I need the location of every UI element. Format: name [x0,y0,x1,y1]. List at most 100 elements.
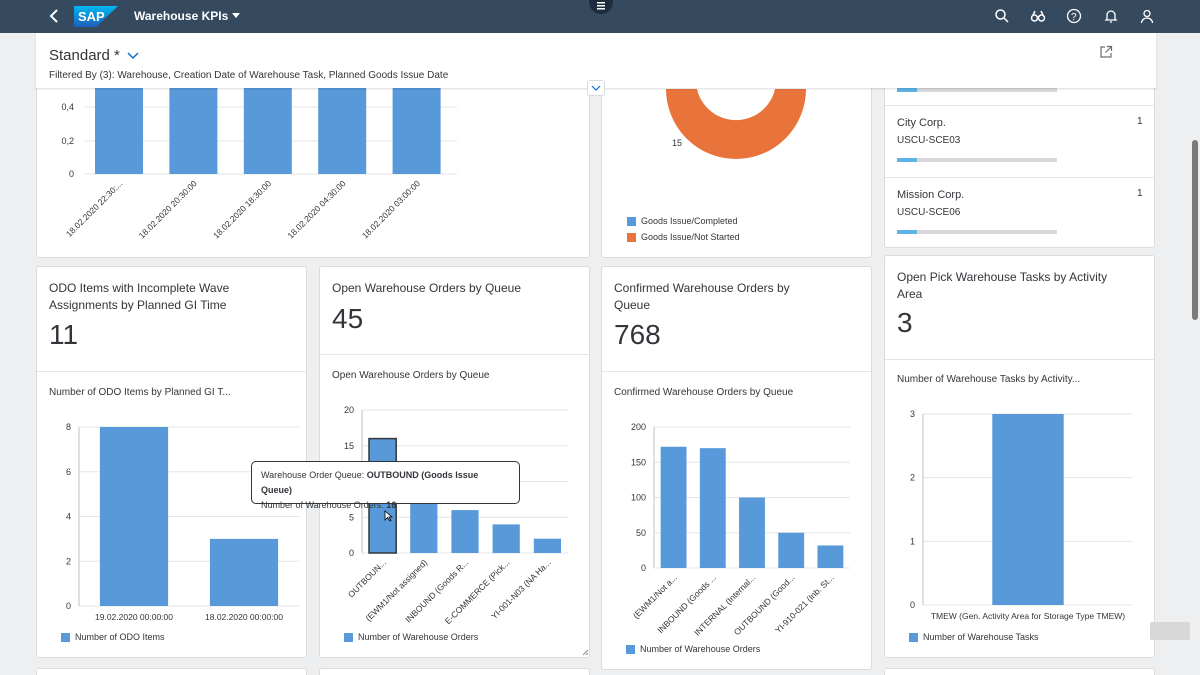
filter-summary: Filtered By (3): Warehouse, Creation Dat… [49,70,449,81]
card-title-line1: Confirmed Warehouse Orders by [614,281,790,295]
chevron-down-icon[interactable] [232,13,240,18]
y-tick-label: 0 [66,601,71,611]
y-tick-label: 100 [631,493,646,503]
share-icon[interactable] [1099,45,1113,59]
variant-title[interactable]: Standard * [49,47,120,64]
kpi-value: 768 [614,319,661,350]
chart-title: Number of ODO Items by Planned GI T... [49,387,231,398]
bar[interactable] [739,497,765,569]
y-tick-label: 0 [349,548,354,558]
tooltip-value: OUTBOUND (Goods Issue Queue) [261,470,479,495]
legend-swatch [909,632,918,642]
divider [885,177,1154,178]
card-title-line1: Open Pick Warehouse Tasks by Activity [897,270,1108,284]
top-middle-chart-card: 15 Goods Issue/Completed Goods Issue/Not… [601,60,872,258]
pick-tasks-card[interactable]: Open Pick Warehouse Tasks by Activity Ar… [884,255,1155,658]
search-icon[interactable] [994,8,1010,24]
x-tick-label: 19.02.2020 00:00:00 [95,612,173,622]
bar[interactable] [451,510,479,553]
card-edge [319,668,590,675]
pick-tasks-bar-chart: 0 1 2 3 TMEW (Gen. Activity Area for Storage… [910,409,1133,621]
back-arrow-icon[interactable] [46,7,62,25]
x-tick-label: TMEW (Gen. Activity Area for Storage Typ… [931,611,1125,621]
legend-item[interactable]: Number of Warehouse Tasks [909,632,1039,642]
list-item-count: 1 [1137,116,1143,127]
legend-item[interactable]: Goods Issue/Not Started [627,232,740,242]
notifications-icon[interactable] [1103,8,1119,24]
y-tick-label: 0 [69,169,74,179]
tooltip-label: Number of Warehouse Orders: [261,500,384,510]
legend-label: Number of Warehouse Tasks [923,632,1039,642]
y-tick-label: 6 [66,467,71,477]
divider [37,371,306,372]
bar[interactable] [778,532,805,568]
bar[interactable] [533,538,561,553]
bar[interactable] [492,524,520,553]
chart-title: Number of Warehouse Tasks by Activity... [897,374,1081,385]
bar[interactable] [209,538,279,606]
collapse-header-button[interactable] [587,80,605,96]
donut-value-label: 15 [672,138,682,148]
bar[interactable] [699,448,726,568]
y-tick-label: 0 [910,600,915,610]
top-left-bar-chart: 0,4 0,2 018.02.2020 22:30:... 18.02.2020 20… [61,61,457,241]
x-tick-label: 18.02.2020 03:00:00 [360,178,422,240]
smart-filter-header: Standard * Filtered By (3): Warehouse, C… [36,33,1156,88]
x-tick-label: OUTBOUN... [346,557,388,599]
bar[interactable] [99,427,169,606]
divider [320,354,589,355]
kpi-value: 11 [49,319,79,350]
sap-logo[interactable]: SAP [74,6,118,27]
bar[interactable] [992,414,1064,605]
binoculars-icon[interactable] [1030,8,1046,24]
legend-label: Goods Issue/Not Started [641,232,740,242]
legend-item[interactable]: Goods Issue/Completed [627,216,738,226]
list-item-title: City Corp. [897,117,946,129]
scroll-buttons[interactable] [1150,622,1190,640]
chart-title: Open Warehouse Orders by Queue [332,370,490,381]
list-item-subtitle: USCU-SCE06 [897,207,961,218]
y-tick-label: 20 [344,405,354,415]
chart-title: Confirmed Warehouse Orders by Queue [614,387,794,398]
open-orders-bar-chart: 05101520OUTBOUN...(EWM1/Not assigned)INB… [344,405,568,626]
legend-swatch [627,232,636,242]
y-tick-label: 15 [344,441,354,451]
y-tick-label: 50 [636,528,646,538]
tooltip-label: Warehouse Order Queue: [261,470,365,480]
sap-logo-text: SAP [78,9,105,24]
legend-swatch [344,632,353,642]
y-tick-label: 2 [910,473,915,483]
legend-item[interactable]: Number of Warehouse Orders [344,632,478,642]
donut-segment-not-started[interactable] [666,89,806,159]
resize-handle-icon[interactable] [582,649,589,656]
legend-swatch [626,644,635,654]
y-tick-label: 4 [66,512,71,522]
y-tick-label: 8 [66,422,71,432]
bar[interactable] [660,446,687,568]
legend-label: Number of ODO Items [75,632,165,642]
legend-label: Number of Warehouse Orders [640,644,761,654]
card-title-line2: Assignments by Planned GI Time [49,298,227,312]
card-title-line2: Queue [614,298,651,312]
bar[interactable] [817,545,844,568]
mouse-cursor-icon [384,510,394,522]
top-right-list-card: City Corp. 1 USCU-SCE03 Mission Corp. 1 … [884,60,1155,248]
legend-item[interactable]: Number of Warehouse Orders [626,644,760,654]
x-tick-label: 18.02.2020 18:30:00 [211,178,273,240]
confirmed-orders-card[interactable]: Confirmed Warehouse Orders by Queue 768 … [601,266,872,670]
y-tick-label: 0,2 [61,136,74,146]
y-tick-label: 150 [631,457,646,467]
y-tick-label: 200 [631,422,646,432]
card-edge [884,668,1155,675]
menu-icon[interactable] [589,0,613,14]
legend-item[interactable]: Number of ODO Items [61,632,165,642]
progress-bar [897,88,1057,92]
list-item-subtitle: USCU-SCE03 [897,135,961,146]
bar[interactable] [410,502,438,553]
user-icon[interactable] [1139,8,1155,24]
page-scrollbar[interactable] [1192,140,1198,320]
help-icon[interactable]: ? [1066,8,1082,24]
app-title[interactable]: Warehouse KPIs [134,9,229,23]
chevron-down-icon[interactable] [126,51,140,61]
